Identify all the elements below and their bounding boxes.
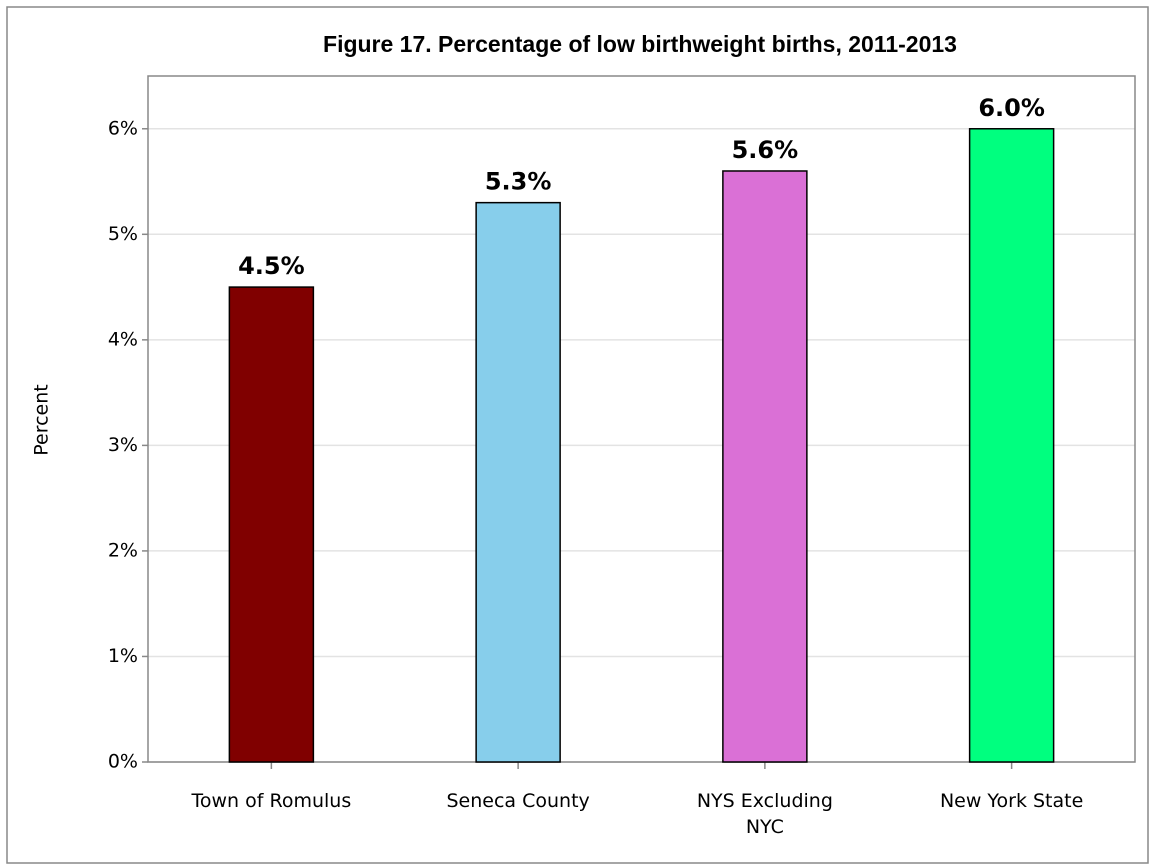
data-label: 5.3% <box>485 168 552 196</box>
x-tick-label: NYS Excluding NYC <box>696 790 833 838</box>
data-label: 6.0% <box>978 94 1045 122</box>
x-tick-label: Town of Romulus <box>191 790 352 812</box>
data-label: 5.6% <box>732 136 799 164</box>
data-label: 4.5% <box>238 252 305 280</box>
x-tick-label: Seneca County <box>446 790 590 812</box>
x-tick-label: New York State <box>939 790 1084 812</box>
bar <box>722 170 808 763</box>
y-tick-label: 1% <box>108 645 138 667</box>
y-tick-label: 6% <box>108 117 138 139</box>
plot-frame <box>147 75 1136 763</box>
y-tick-label: 4% <box>108 328 138 350</box>
chart-title: Figure 17. Percentage of low birthweight… <box>323 31 957 57</box>
y-tick-label: 0% <box>108 751 138 773</box>
bar <box>228 286 315 763</box>
y-tick-label: 3% <box>108 434 138 456</box>
bar <box>968 128 1055 763</box>
y-tick-label: 5% <box>108 223 138 245</box>
bar <box>475 201 561 763</box>
y-tick-label: 2% <box>108 539 138 561</box>
y-axis-label: Percent <box>31 384 53 456</box>
chart-border <box>6 6 1149 864</box>
